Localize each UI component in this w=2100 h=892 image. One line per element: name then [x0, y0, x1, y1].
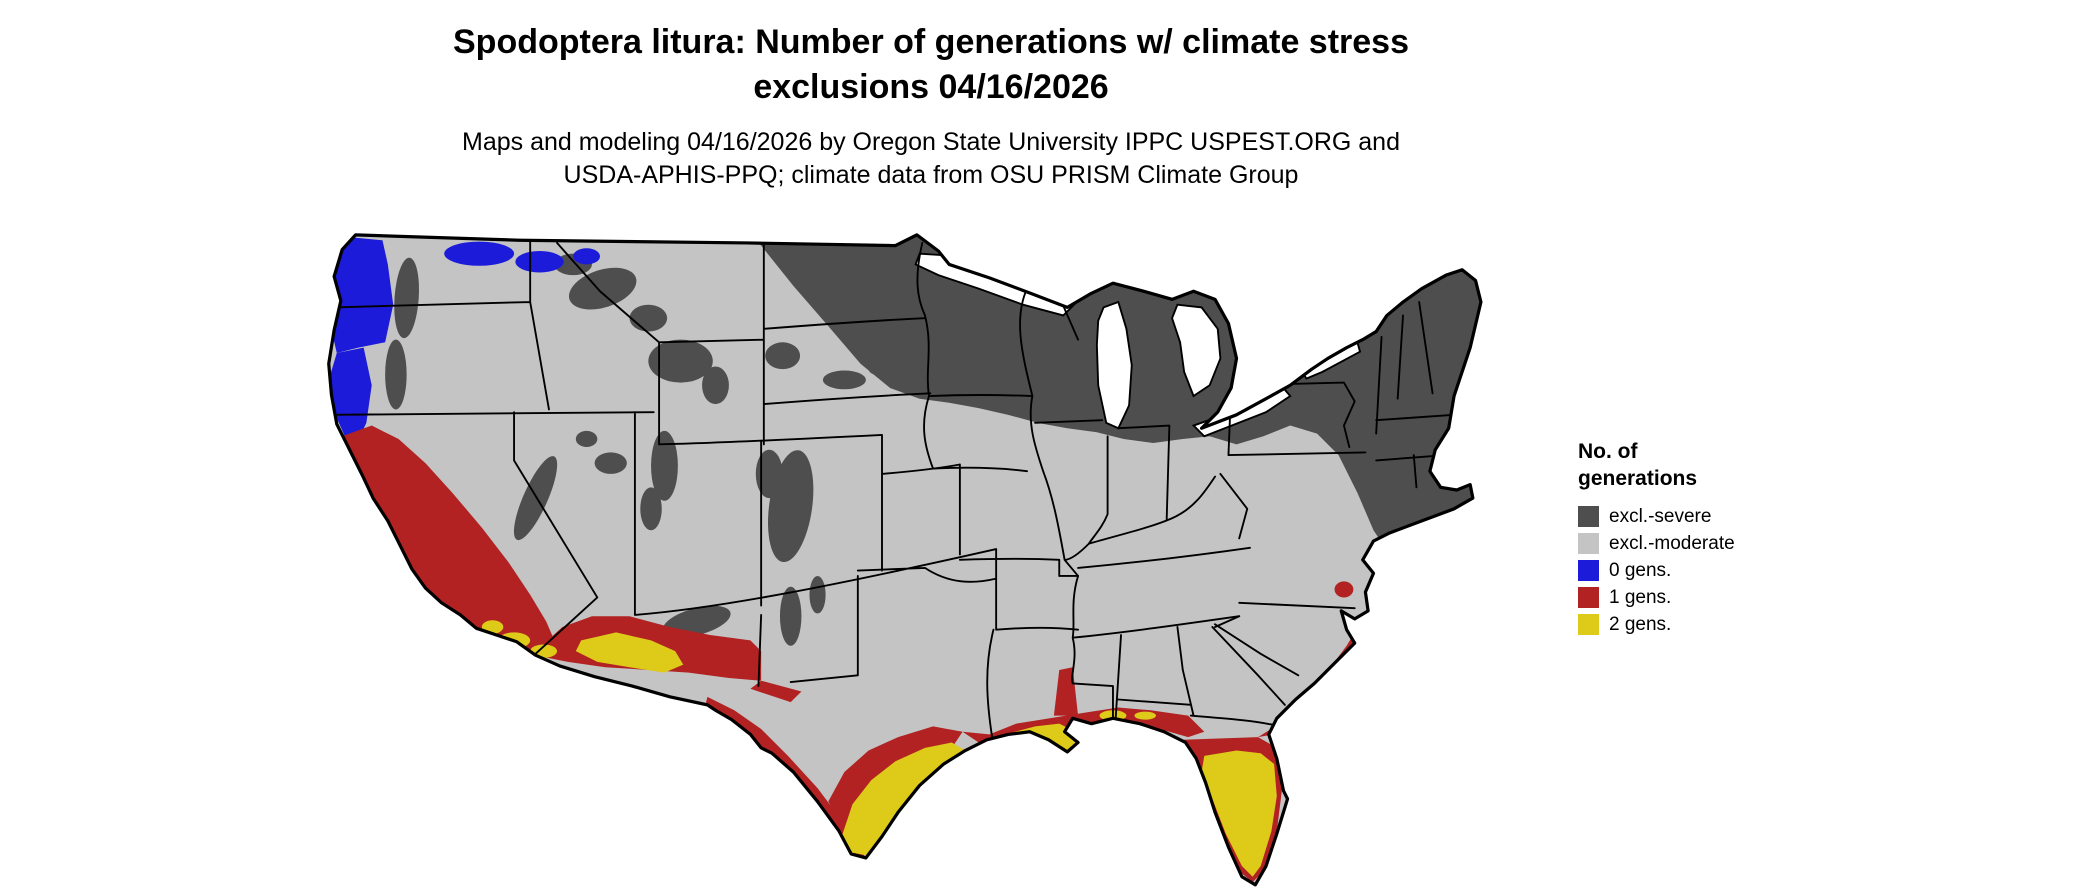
- us-outline: [327, 233, 1483, 887]
- us-map-svg: [327, 233, 1483, 887]
- legend-row-moderate: excl.-moderate: [1578, 530, 1878, 557]
- legend-label-severe: excl.-severe: [1609, 505, 1712, 527]
- legend-row-1-gens: 1 gens.: [1578, 584, 1878, 611]
- us-generations-map: [318, 224, 1540, 892]
- map-subtitle-line1: Maps and modeling 04/16/2026 by Oregon S…: [462, 127, 1400, 156]
- lake-huron: [1171, 303, 1222, 398]
- legend-title-line1: No. of: [1578, 440, 1638, 463]
- zero-generations-region: [328, 237, 600, 446]
- legend-row-2-gens: 2 gens.: [1578, 611, 1878, 638]
- legend-label-2-gens: 2 gens.: [1609, 613, 1672, 635]
- legend-swatch-severe: [1578, 505, 1599, 527]
- legend-label-moderate: excl.-moderate: [1609, 532, 1735, 554]
- map-title-line2: exclusions 04/16/2026: [753, 67, 1109, 106]
- map-subtitle-line2: USDA-APHIS-PPQ; climate data from OSU PR…: [563, 161, 1299, 190]
- map-title-line1: Spodoptera litura: Number of generations…: [453, 23, 1409, 61]
- legend-label-0-gens: 0 gens.: [1609, 559, 1672, 581]
- legend-swatch-moderate: [1578, 532, 1599, 554]
- legend-label-1-gens: 1 gens.: [1609, 586, 1672, 608]
- state-borders: [328, 239, 1455, 739]
- legend-items: excl.-severe excl.-moderate 0 gens. 1 ge…: [1578, 503, 1878, 638]
- legend-swatch-0-gens: [1578, 559, 1599, 581]
- legend: No. of generations excl.-severe excl.-mo…: [1578, 438, 1878, 638]
- legend-row-0-gens: 0 gens.: [1578, 557, 1878, 584]
- legend-swatch-1-gens: [1578, 586, 1599, 608]
- map-subtitle: Maps and modeling 04/16/2026 by Oregon S…: [0, 126, 1862, 193]
- header: Spodoptera litura: Number of generations…: [0, 20, 1862, 193]
- legend-title-line2: generations: [1578, 467, 1698, 491]
- legend-swatch-2-gens: [1578, 613, 1599, 635]
- legend-row-severe: excl.-severe: [1578, 503, 1878, 530]
